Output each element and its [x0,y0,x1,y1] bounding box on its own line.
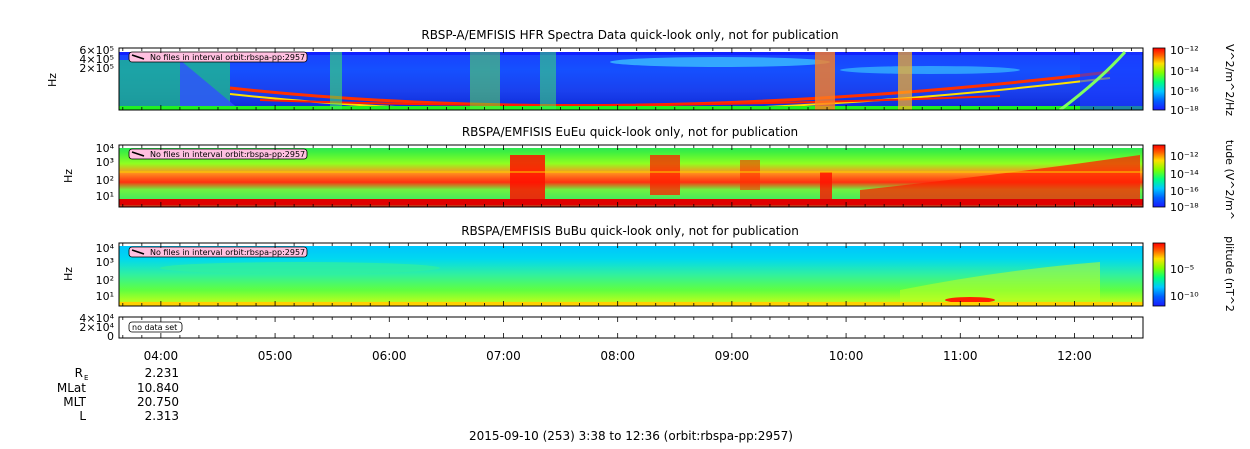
ephemeris-block: R E MLat MLT L 2.231 10.840 20.750 2.313 [57,366,179,423]
panel3-ytick-2: 10² [96,274,114,287]
panel2-ytick-0: 10⁴ [96,142,115,155]
panel1-cbtick-0: 10⁻¹² [1170,44,1199,57]
panel2-ytick-2: 10² [96,174,114,187]
panel1-ytick-2: 2×10⁵ [79,62,114,75]
panel1-y-axis: 6×10⁵ 4×10⁵ 2×10⁵ Hz [46,44,114,87]
panel3-ytick-0: 10⁴ [96,242,115,255]
time-tick-label: 06:00 [372,349,407,363]
time-tick-label: 08:00 [600,349,635,363]
panel1-ytick-0: 6×10⁵ [79,44,114,57]
panel3-colorbar: 10⁻⁵ 10⁻¹⁰ plitude (nT^2 [1152,236,1236,312]
panel3-annotation: No files in interval orbit:rbspa-pp:2957 [128,246,308,258]
svg-text:no data set: no data set [132,323,177,332]
time-tick-label: 10:00 [829,349,864,363]
panel2-cblabel: tude (V^2/m^ [1223,140,1236,220]
ephem-label-r: R [75,366,83,380]
panel2-cbtick-1: 10⁻¹⁴ [1170,168,1199,181]
footer-timerange: 2015-09-10 (253) 3:38 to 12:36 (orbit:rb… [469,429,793,443]
ephem-value-mlt: 20.750 [137,395,179,409]
panel3-ylabel: Hz [62,267,75,281]
ephem-value-mlat: 10.840 [137,381,179,395]
panel4-y-axis: 4×10⁴ 2×10⁴ 0 [79,312,114,343]
ephem-label-l: L [79,409,86,423]
panel4-frame [118,316,1144,339]
panel2-spectrogram [119,145,1143,207]
panel3-ytick-1: 10³ [96,256,114,269]
panel1-title: RBSP-A/EMFISIS HFR Spectra Data quick-lo… [421,28,838,42]
panel3-cblabel: plitude (nT^2 [1223,236,1236,312]
panel2-annotation: No files in interval orbit:rbspa-pp:2957 [128,148,308,160]
panel4-ytick-0: 4×10⁴ [79,312,114,325]
ephem-label-r-sub: E [84,374,88,382]
panel2-colorbar: 10⁻¹² 10⁻¹⁴ 10⁻¹⁶ 10⁻¹⁸ tude (V^2/m^ [1152,140,1236,220]
panel2-ytick-1: 10³ [96,156,114,169]
panel4-ytick-2: 0 [107,330,114,343]
svg-text:No files in interval orbit:rbs: No files in interval orbit:rbspa-pp:2957 [150,248,305,257]
ephem-label-mlt: MLT [63,395,86,409]
panel1-spectrogram [119,48,1143,110]
time-tick-label: 07:00 [486,349,521,363]
panel1-ytick-1: 4×10⁵ [79,53,114,66]
panel4-ytick-1: 2×10⁴ [79,321,114,334]
time-tick-label: 12:00 [1057,349,1092,363]
panel1-colorbar: 10⁻¹² 10⁻¹⁴ 10⁻¹⁶ 10⁻¹⁸ V^2/m^2/Hz [1152,44,1236,117]
time-tick-label: 09:00 [715,349,750,363]
panel3-cbtick-0: 10⁻⁵ [1170,263,1194,276]
ephem-value-l: 2.313 [145,409,179,423]
time-axis: 04:00 05:00 06:00 07:00 08:00 09:00 10:00 11:00… [144,349,1092,363]
time-tick-label: 04:00 [144,349,179,363]
svg-text:No files in interval orbit:rbs: No files in interval orbit:rbspa-pp:2957 [150,53,305,62]
panel2-cbtick-2: 10⁻¹⁶ [1170,185,1199,198]
time-tick-label: 11:00 [943,349,978,363]
ephem-label-mlat: MLat [57,381,86,395]
panel3-y-axis: 10⁴ 10³ 10² 10¹ Hz [62,242,115,303]
panel3-ytick-3: 10¹ [96,290,114,303]
panel1-cblabel: V^2/m^2/Hz [1223,44,1236,116]
panel2-ytick-3: 10¹ [96,190,114,203]
time-tick-marks [122,48,1132,338]
panel1-cbtick-2: 10⁻¹⁶ [1170,85,1199,98]
time-tick-label: 05:00 [258,349,293,363]
panel1-ylabel: Hz [46,73,59,87]
panel1-cbtick-1: 10⁻¹⁴ [1170,65,1199,78]
panel2-y-axis: 10⁴ 10³ 10² 10¹ Hz [62,142,115,203]
panel2-cbtick-3: 10⁻¹⁸ [1170,201,1199,214]
panel1-annotation: No files in interval orbit:rbspa-pp:2957 [128,51,308,63]
panel3-title: RBSPA/EMFISIS BuBu quick-look only, not … [461,224,799,238]
panel3-cbtick-1: 10⁻¹⁰ [1170,290,1199,303]
panel2-title: RBSPA/EMFISIS EuEu quick-look only, not … [462,125,798,139]
panel4-annotation: no data set [128,321,183,333]
ephem-value-r: 2.231 [145,366,179,380]
panel1-cbtick-3: 10⁻¹⁸ [1170,104,1199,117]
panel2-ylabel: Hz [62,169,75,183]
svg-text:No files in interval orbit:rbs: No files in interval orbit:rbspa-pp:2957 [150,150,305,159]
panel2-cbtick-0: 10⁻¹² [1170,150,1199,163]
